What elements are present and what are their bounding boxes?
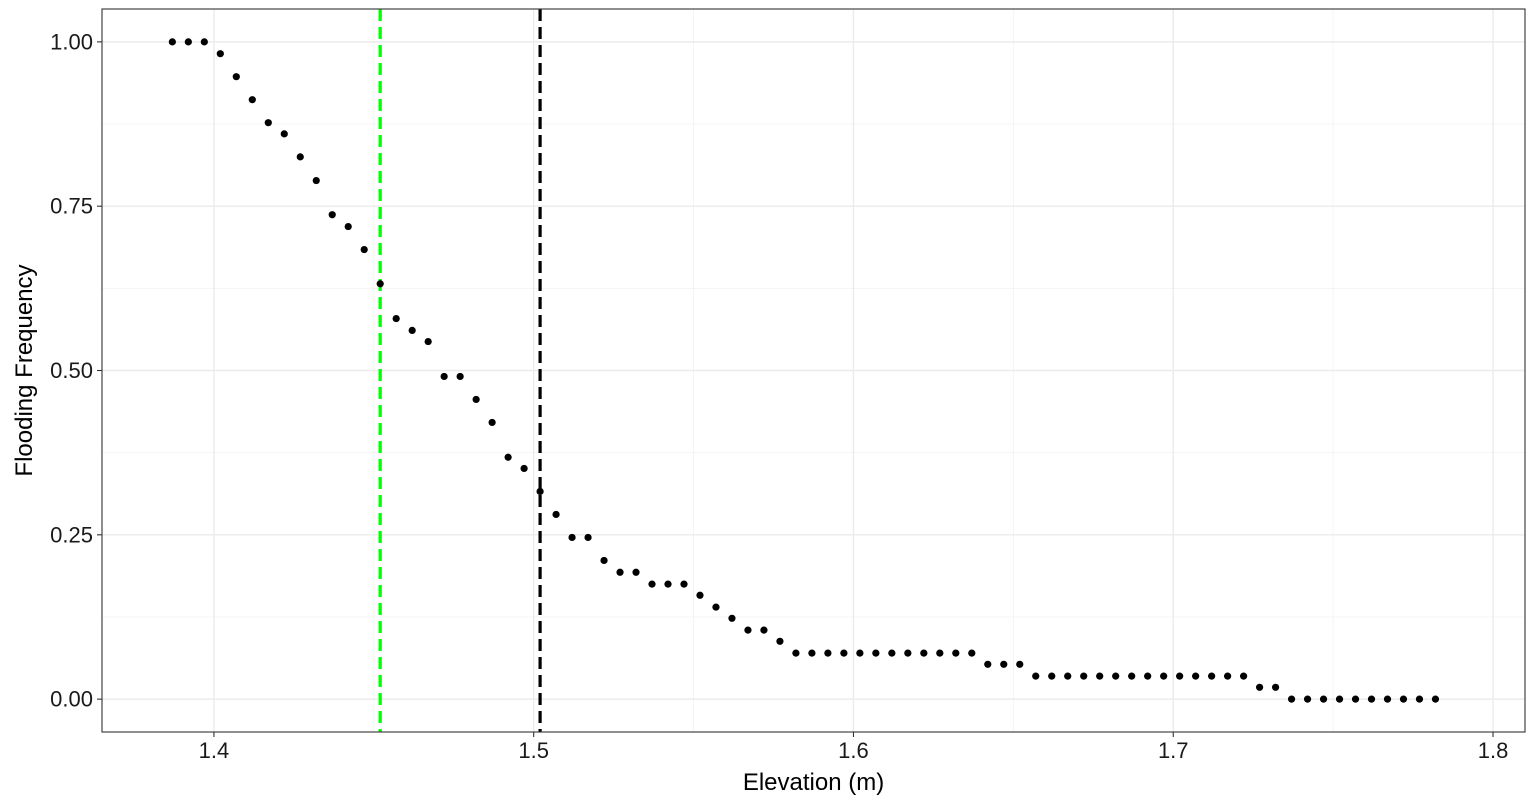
data-point [744, 626, 752, 634]
data-point [1239, 672, 1248, 680]
data-point [184, 38, 192, 46]
y-tick-label: 0.00 [50, 687, 93, 712]
data-point [1112, 672, 1120, 680]
data-point [264, 119, 272, 127]
axis-ticks: 1.4 1.5 1.6 1.7 1.8 0.00 0.25 0.50 0.75 1.00 [50, 29, 1508, 763]
data-point [1096, 672, 1104, 680]
data-point [280, 130, 288, 138]
x-tick-label: 1.4 [199, 738, 230, 763]
data-point [472, 395, 480, 404]
data-point [1335, 695, 1344, 703]
data-point [760, 626, 768, 634]
data-point [888, 649, 896, 657]
data-point [536, 487, 544, 496]
data-point [1319, 695, 1328, 703]
data-point [1064, 672, 1072, 680]
data-point [776, 637, 784, 645]
data-point [312, 176, 320, 185]
data-point [1160, 672, 1168, 680]
data-point [1367, 695, 1376, 703]
data-point [1399, 695, 1408, 703]
x-tick-label: 1.7 [1158, 738, 1189, 763]
data-point [568, 533, 576, 542]
y-axis-title: Flooding Frequency [11, 264, 38, 476]
data-point [952, 649, 960, 657]
data-point [424, 337, 432, 346]
data-point [1287, 695, 1296, 703]
data-point [664, 580, 672, 588]
data-point [1431, 695, 1440, 703]
data-point [728, 614, 736, 622]
data-point [1224, 672, 1232, 680]
data-point [248, 96, 256, 104]
data-point [328, 211, 336, 219]
data-point [904, 649, 912, 657]
data-point [632, 568, 640, 576]
data-points [168, 38, 1440, 703]
y-tick-label: 0.75 [50, 194, 93, 219]
data-point [968, 649, 976, 657]
data-point [920, 649, 928, 657]
data-point [680, 580, 688, 588]
data-point [1208, 672, 1216, 680]
data-point [872, 649, 880, 657]
data-point [1128, 672, 1136, 680]
grid-lines [102, 9, 1525, 732]
data-point [1303, 695, 1312, 703]
x-tick-label: 1.8 [1478, 738, 1509, 763]
x-axis-title: Elevation (m) [743, 769, 884, 796]
data-point [1144, 672, 1152, 680]
data-point [408, 326, 416, 335]
data-point [344, 222, 352, 231]
data-point [520, 464, 528, 473]
data-point [856, 649, 864, 657]
data-point [1016, 660, 1024, 668]
data-point [456, 372, 464, 381]
data-point [488, 418, 496, 427]
data-point [840, 649, 848, 657]
data-point [616, 568, 624, 576]
data-point [360, 245, 368, 254]
data-point [392, 314, 400, 323]
data-point [1192, 672, 1200, 680]
data-point [1080, 672, 1088, 680]
data-point [376, 280, 384, 288]
data-point [216, 50, 224, 58]
data-point [1048, 672, 1056, 680]
data-point [792, 649, 800, 657]
data-point [1383, 695, 1392, 703]
data-point [440, 372, 448, 381]
data-point [600, 556, 608, 565]
data-point [984, 660, 992, 668]
reference-lines [378, 9, 542, 732]
data-point [808, 649, 816, 657]
data-point [552, 510, 560, 519]
y-tick-label: 0.25 [50, 522, 93, 547]
data-point [648, 580, 656, 588]
data-point [1176, 672, 1184, 680]
y-tick-label: 1.00 [50, 29, 93, 54]
data-point [1351, 695, 1360, 703]
data-point [296, 153, 304, 161]
data-point [504, 453, 512, 461]
data-point [1000, 660, 1008, 668]
data-point [1255, 683, 1264, 691]
data-point [696, 591, 704, 599]
y-tick-label: 0.50 [50, 358, 93, 383]
data-point [712, 603, 720, 611]
data-point [168, 38, 176, 46]
x-tick-label: 1.6 [838, 738, 869, 763]
x-tick-label: 1.5 [518, 738, 549, 763]
data-point [936, 649, 944, 657]
data-point [824, 649, 832, 657]
data-point [232, 73, 240, 81]
data-point [1271, 683, 1280, 691]
data-point [200, 38, 208, 46]
data-point [1415, 695, 1424, 703]
data-point [584, 533, 592, 542]
data-point [1032, 672, 1040, 680]
